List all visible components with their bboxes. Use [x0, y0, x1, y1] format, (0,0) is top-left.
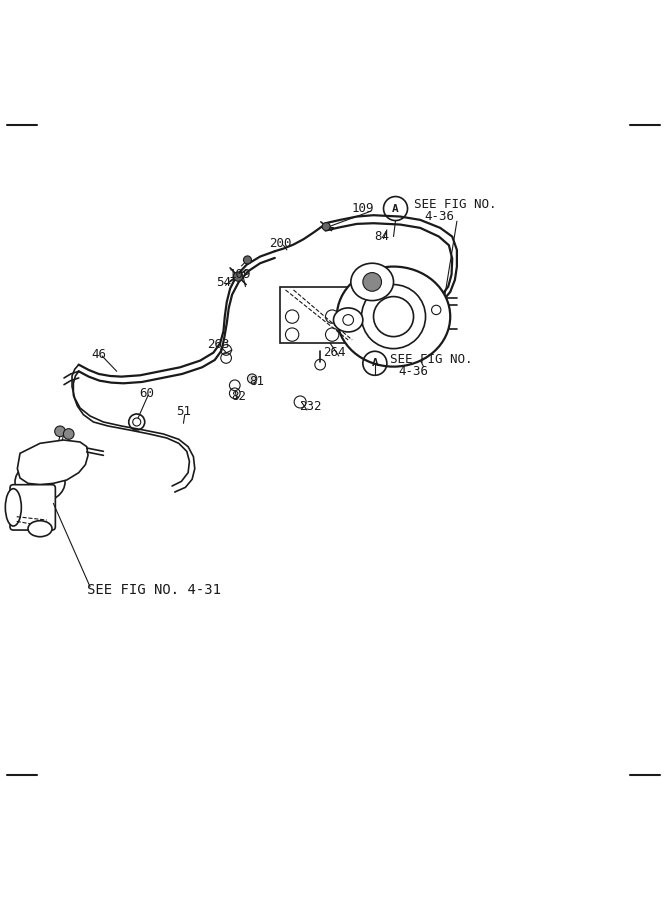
Circle shape: [363, 273, 382, 292]
Text: 81: 81: [249, 375, 264, 389]
Text: 54: 54: [216, 276, 231, 289]
Text: A: A: [392, 203, 399, 213]
Ellipse shape: [5, 489, 21, 526]
Text: A: A: [372, 358, 378, 368]
Text: 109: 109: [351, 202, 374, 215]
Circle shape: [322, 222, 330, 230]
Circle shape: [63, 428, 74, 439]
Circle shape: [243, 256, 251, 264]
Text: 60: 60: [139, 387, 154, 400]
Ellipse shape: [334, 308, 363, 332]
Text: 84: 84: [375, 230, 390, 243]
Ellipse shape: [28, 521, 52, 536]
Text: 51: 51: [176, 406, 191, 419]
Circle shape: [55, 426, 65, 436]
Polygon shape: [17, 440, 88, 485]
Text: 232: 232: [299, 400, 321, 413]
Text: 109: 109: [229, 268, 251, 281]
Text: 46: 46: [91, 348, 106, 361]
Circle shape: [233, 272, 243, 281]
FancyBboxPatch shape: [280, 286, 354, 343]
Ellipse shape: [15, 462, 65, 502]
Text: 4-36: 4-36: [424, 210, 454, 223]
Circle shape: [247, 374, 257, 383]
Text: SEE FIG NO.: SEE FIG NO.: [414, 198, 496, 211]
Text: 4-36: 4-36: [398, 364, 428, 378]
Text: 264: 264: [323, 346, 346, 359]
Text: SEE FIG NO.: SEE FIG NO.: [390, 353, 472, 365]
FancyBboxPatch shape: [10, 485, 55, 530]
Text: 82: 82: [231, 390, 246, 403]
Ellipse shape: [337, 266, 450, 366]
Text: 200: 200: [269, 237, 291, 249]
Ellipse shape: [351, 263, 394, 301]
Text: SEE FIG NO. 4-31: SEE FIG NO. 4-31: [87, 583, 221, 597]
Text: 263: 263: [207, 338, 229, 351]
